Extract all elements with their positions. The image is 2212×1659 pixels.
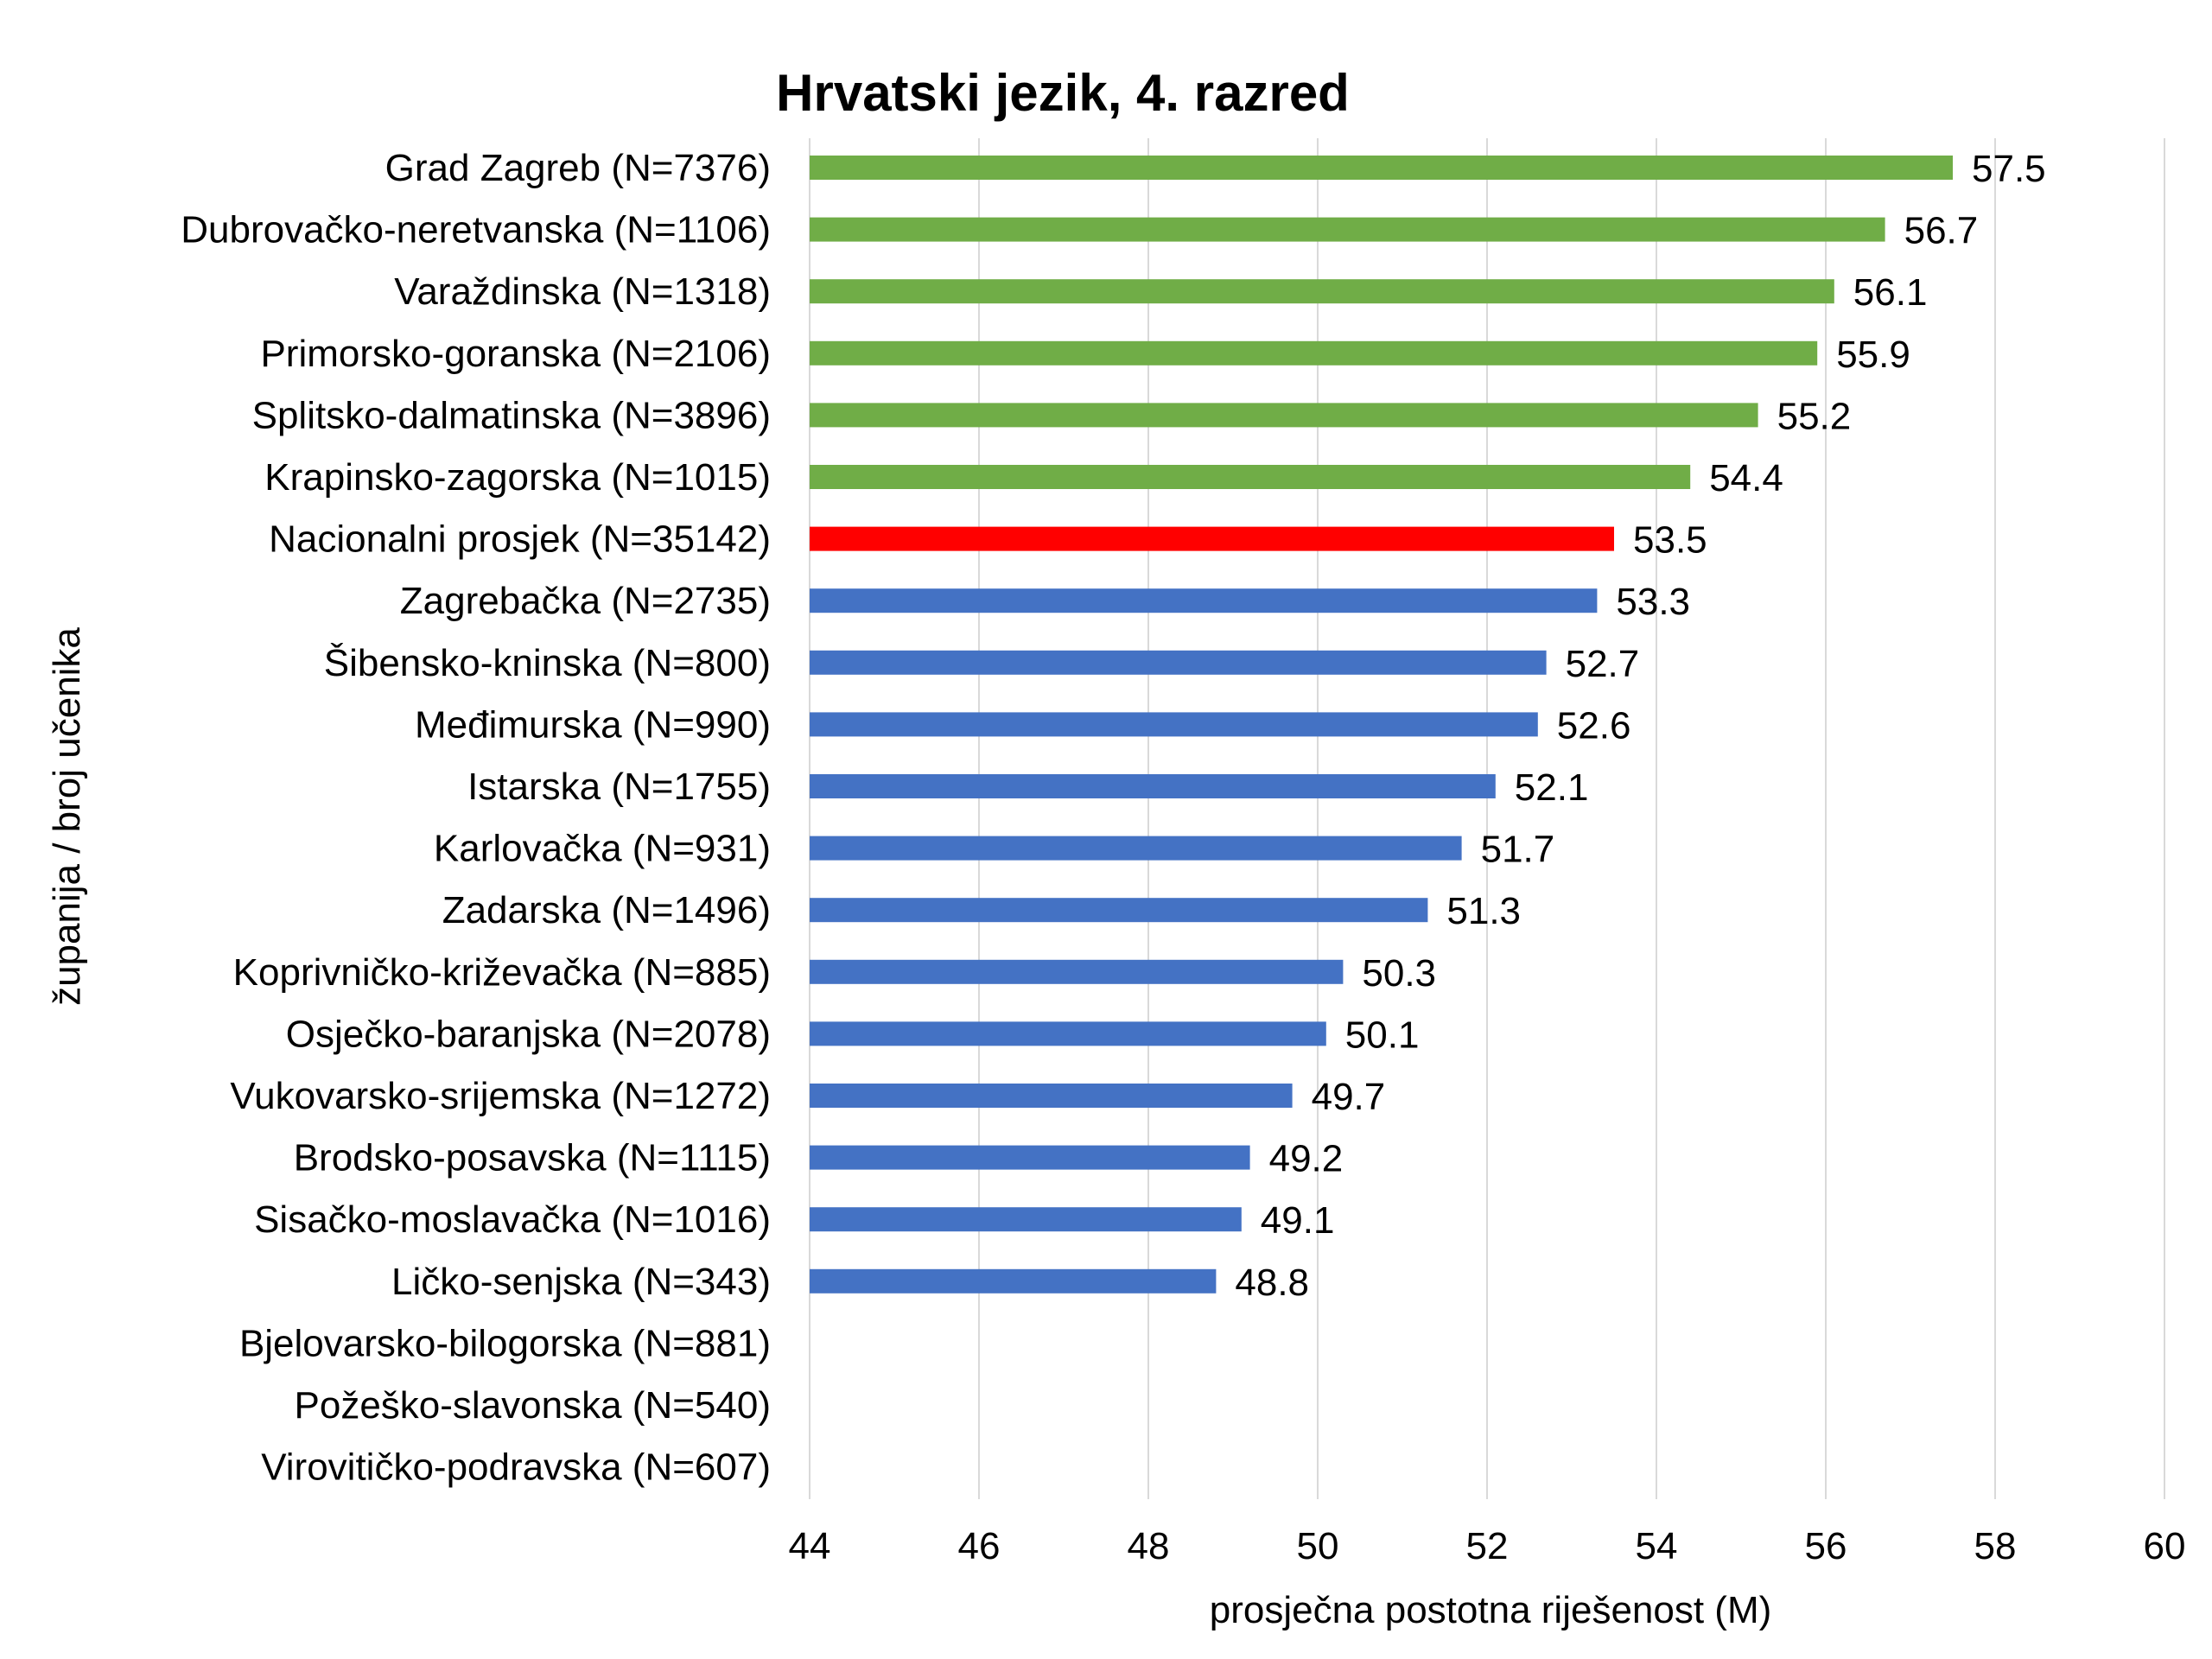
- bar: [810, 340, 1818, 365]
- data-label: 50.3: [1362, 952, 1436, 995]
- category-label: Zagrebačka (N=2735): [400, 580, 771, 622]
- data-label: 49.7: [1312, 1076, 1386, 1118]
- category-label: Koprivničko-križevačka (N=885): [233, 951, 771, 994]
- bar: [810, 898, 1428, 923]
- data-label: 51.7: [1481, 829, 1555, 871]
- category-label: Međimurska (N=990): [415, 703, 771, 746]
- category-label: Sisačko-moslavačka (N=1016): [254, 1198, 771, 1241]
- category-label: Splitsko-dalmatinska (N=3896): [252, 394, 771, 436]
- value-labels: 57.5 56.7 56.1 55.9 55.2 54.453.5 53.3 52.7 52.6…: [1235, 148, 2045, 1304]
- x-tick-label: 52: [1466, 1525, 1509, 1567]
- category-label: Karlovačka (N=931): [434, 828, 771, 870]
- chart-title: Hrvatski jezik, 4. razred: [776, 64, 1350, 122]
- bar: [810, 1207, 1242, 1232]
- category-label: Požeško-slavonska (N=540): [295, 1384, 771, 1427]
- x-tick-label: 56: [1805, 1525, 1847, 1567]
- data-label: 53.3: [1616, 581, 1690, 623]
- category-label: Bjelovarsko-bilogorska (N=881): [239, 1322, 771, 1364]
- data-label: 54.4: [1709, 457, 1783, 499]
- data-label: 52.7: [1566, 643, 1640, 685]
- bar: [810, 279, 1834, 304]
- bar: [810, 217, 1885, 242]
- data-label: 56.7: [1904, 210, 1979, 252]
- bar: [810, 774, 1496, 798]
- bar: [810, 712, 1538, 737]
- data-label: 49.1: [1261, 1199, 1335, 1242]
- bar: [810, 650, 1547, 675]
- data-label: 48.8: [1235, 1262, 1309, 1304]
- x-tick-label: 58: [1974, 1525, 2017, 1567]
- x-tick-label: 44: [789, 1525, 831, 1567]
- data-label: 52.1: [1515, 766, 1589, 809]
- data-label: 56.1: [1853, 271, 1928, 314]
- category-label: Ličko-senjska (N=343): [391, 1261, 771, 1303]
- bar: [810, 1268, 1217, 1294]
- data-label: 49.2: [1269, 1138, 1344, 1180]
- data-label: 55.9: [1836, 334, 1910, 376]
- category-label: Dubrovačko-neretvanska (N=1106): [181, 209, 771, 251]
- bar: [810, 1084, 1293, 1108]
- bar: [810, 836, 1462, 861]
- bars: [810, 156, 1953, 1294]
- category-label: Krapinsko-zagorska (N=1015): [264, 456, 771, 499]
- x-tick-label: 54: [1636, 1525, 1678, 1567]
- data-label: 52.6: [1557, 704, 1631, 747]
- category-label: Grad Zagreb (N=7376): [385, 147, 771, 189]
- bar: [810, 465, 1691, 489]
- category-label: Zadarska (N=1496): [442, 889, 771, 931]
- data-label: 53.5: [1633, 519, 1707, 562]
- data-label: 55.2: [1777, 395, 1852, 437]
- category-labels: Grad Zagreb (N=7376) Dubrovačko-neretvans…: [181, 147, 771, 1489]
- category-label: Primorsko-goranska (N=2106): [260, 333, 771, 375]
- category-label: Brodsko-posavska (N=1115): [294, 1137, 771, 1179]
- bar: [810, 959, 1344, 984]
- data-label: 51.3: [1446, 890, 1521, 932]
- y-axis-title: županija / broj učenika: [46, 627, 88, 1006]
- category-label: Varaždinska (N=1318): [394, 270, 771, 313]
- category-label: Istarska (N=1755): [467, 766, 771, 808]
- bar: [810, 403, 1758, 428]
- data-label: 57.5: [1972, 148, 2046, 190]
- x-tick-label: 50: [1297, 1525, 1339, 1567]
- x-axis-title: prosječna postotna riješenost (M): [1210, 1589, 1772, 1631]
- category-label: Šibensko-kninska (N=800): [324, 641, 771, 684]
- bar: [810, 1021, 1326, 1046]
- bar: [810, 1145, 1250, 1170]
- x-axis-ticks: 44 46 48 50 52 54 56 58 60: [789, 1525, 2186, 1567]
- x-tick-label: 48: [1128, 1525, 1170, 1567]
- data-label: 50.1: [1345, 1014, 1420, 1056]
- bar: [810, 156, 1953, 180]
- category-label: Nacionalni prosjek (N=35142): [269, 518, 771, 561]
- x-tick-label: 60: [2144, 1525, 2186, 1567]
- category-label: Osječko-baranjska (N=2078): [286, 1013, 771, 1055]
- category-label: Vukovarsko-srijemska (N=1272): [230, 1075, 771, 1117]
- x-tick-label: 46: [958, 1525, 1001, 1567]
- bar: [810, 588, 1598, 613]
- bar: [810, 526, 1614, 551]
- category-label: Virovitičko-podravska (N=607): [261, 1446, 771, 1489]
